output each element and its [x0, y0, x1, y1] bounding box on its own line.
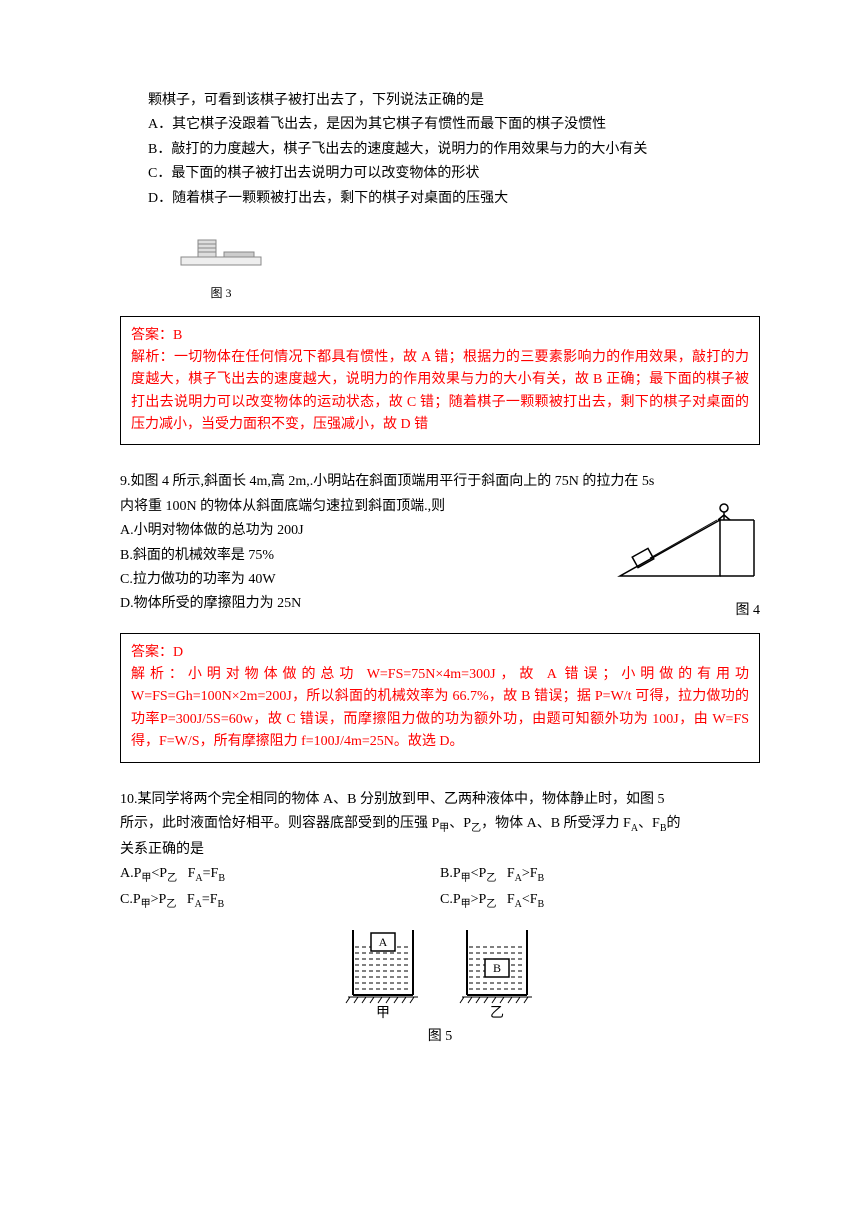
q10-figure: A 甲 B 乙	[120, 925, 760, 1020]
q10-stem-3: 关系正确的是	[120, 839, 760, 861]
q8-answer-label: 答案：B	[131, 325, 749, 347]
q9-left-col: 内将重 100N 的物体从斜面底端匀速拉到斜面顶端.,则 A.小明对物体做的总功…	[120, 496, 580, 618]
svg-text:乙: 乙	[490, 1005, 504, 1020]
q9-answer-box: 答案：D 解析：小明对物体做的总功 W=FS=75N×4m=300J，故 A 错…	[120, 633, 760, 763]
q10-stem-2: 所示，此时液面恰好相平。则容器底部受到的压强 P甲、P乙，物体 A、B 所受浮力…	[120, 813, 760, 837]
q9-answer-label: 答案：D	[131, 642, 749, 664]
q10-opt-c: C.P甲>P乙 FA=FB	[120, 889, 440, 913]
incline-icon	[610, 496, 760, 588]
q8-opt-b: B．敲打的力度越大，棋子飞出去的速度越大，说明力的作用效果与力的大小有关	[120, 139, 760, 161]
beaker-jia-icon: A 甲	[338, 925, 428, 1020]
q9-opt-b: B.斜面的机械效率是 75%	[120, 545, 580, 567]
q10-stem-1: 10.某同学将两个完全相同的物体 A、B 分别放到甲、乙两种液体中，物体静止时，…	[120, 789, 760, 811]
q10-opt-a: A.P甲<P乙 FA=FB	[120, 863, 440, 887]
q9-right-col: 图 4	[580, 496, 760, 623]
q9-fig-label: 图 4	[580, 600, 760, 622]
svg-text:A: A	[379, 935, 388, 949]
q8-answer-box: 答案：B 解析：一切物体在任何情况下都具有惯性，故 A 错；根据力的三要素影响力…	[120, 316, 760, 446]
beaker-yi-icon: B 乙	[452, 925, 542, 1020]
q9-opt-c: C.拉力做功的功率为 40W	[120, 569, 580, 591]
q10-opt-b: B.P甲<P乙 FA>FB	[440, 863, 760, 887]
svg-text:甲: 甲	[376, 1006, 390, 1020]
q8-stem-cont: 颗棋子，可看到该棋子被打出去了，下列说法正确的是	[120, 90, 760, 112]
q8-figure: 图 3	[176, 222, 760, 304]
q10-fig-label: 图 5	[120, 1026, 760, 1048]
checkers-ruler-icon	[176, 222, 266, 272]
q10-opt-d: C.P甲>P乙 FA<FB	[440, 889, 760, 913]
svg-text:B: B	[493, 961, 501, 975]
q8-opt-c: C．最下面的棋子被打出去说明力可以改变物体的形状	[120, 163, 760, 185]
q8-opt-a: A．其它棋子没跟着飞出去，是因为其它棋子有惯性而最下面的棋子没惯性	[120, 114, 760, 136]
q10-options: A.P甲<P乙 FA=FB B.P甲<P乙 FA>FB C.P甲>P乙 FA=F…	[120, 863, 760, 915]
q9-opt-a: A.小明对物体做的总功为 200J	[120, 520, 580, 542]
q8-fig-caption: 图 3	[176, 284, 266, 303]
q9-analysis: 解析：小明对物体做的总功 W=FS=75N×4m=300J，故 A 错误；小明做…	[131, 664, 749, 754]
q9-opt-d: D.物体所受的摩擦阻力为 25N	[120, 593, 580, 615]
q8-opt-d: D．随着棋子一颗颗被打出去，剩下的棋子对桌面的压强大	[120, 188, 760, 210]
q8-analysis: 解析：一切物体在任何情况下都具有惯性，故 A 错；根据力的三要素影响力的作用效果…	[131, 347, 749, 437]
q9-stem-2: 内将重 100N 的物体从斜面底端匀速拉到斜面顶端.,则	[120, 496, 580, 518]
q9-stem-1: 9.如图 4 所示,斜面长 4m,高 2m,.小明站在斜面顶端用平行于斜面向上的…	[120, 471, 760, 493]
